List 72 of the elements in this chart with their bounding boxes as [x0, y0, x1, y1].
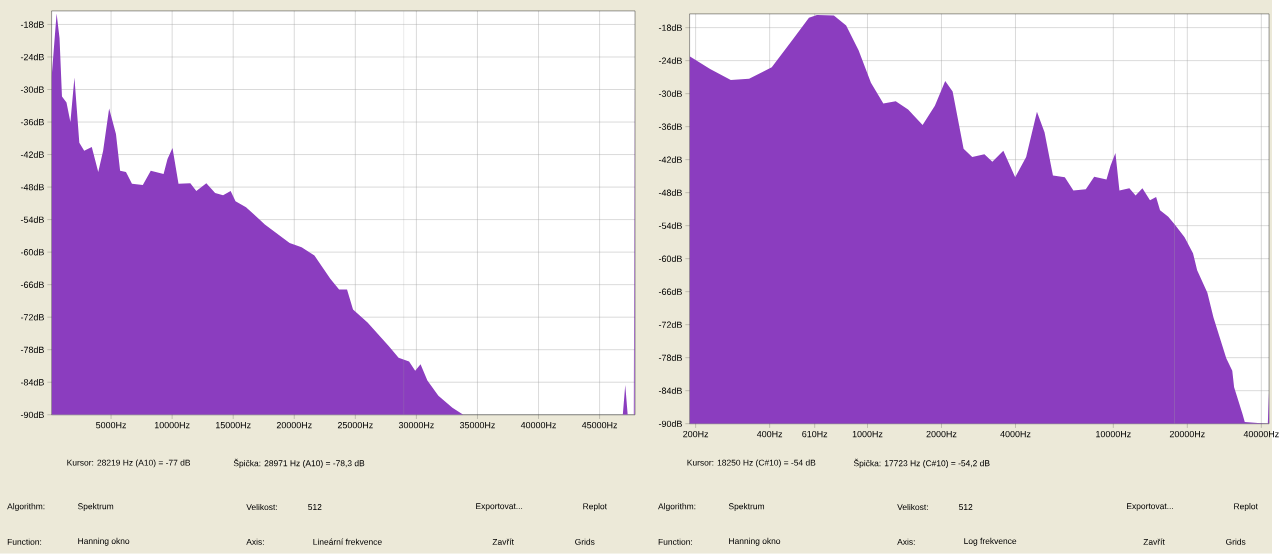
x-tick-label: 4000Hz: [1000, 431, 1031, 438]
text: Function:: [658, 538, 692, 546]
text: Axis:: [897, 538, 915, 546]
x-tick-label: 35000Hz: [459, 422, 495, 429]
text: Exportovat...: [1127, 503, 1173, 511]
y-tick-label: -60dB: [658, 255, 682, 263]
text: Lineární frekvence: [313, 538, 382, 546]
y-tick-label: -84dB: [658, 387, 682, 395]
x-tick-label: 10000Hz: [1096, 431, 1131, 438]
x-tick-label: 610Hz: [802, 431, 828, 438]
text: Replot: [583, 503, 607, 512]
text: Kursor: 18250 Hz (C#10) = -54 dB: [687, 459, 816, 468]
text: Hanning okno: [729, 537, 781, 546]
x-tick-label: 45000Hz: [581, 422, 618, 429]
x-tick-label: 200Hz: [683, 431, 709, 438]
y-tick-label: -66dB: [658, 288, 682, 296]
text: Velikost:: [897, 504, 928, 511]
text: Function:: [7, 538, 42, 546]
x-tick-label: 10000Hz: [154, 422, 190, 429]
x-tick-label: 40000Hz: [520, 422, 556, 429]
text: Zavřít: [1143, 538, 1165, 546]
y-tick-label: -30dB: [20, 86, 44, 93]
text: Axis:: [246, 538, 264, 546]
text: Log frekvence: [964, 537, 1017, 546]
x-tick-label: 5000Hz: [96, 422, 127, 429]
x-tick-label: 30000Hz: [398, 422, 434, 429]
text: Spektrum: [77, 503, 114, 512]
y-tick-label: -18dB: [20, 21, 44, 28]
y-tick-label: -24dB: [658, 57, 682, 65]
y-tick-label: -78dB: [658, 354, 682, 362]
y-tick-label: -72dB: [658, 321, 682, 329]
text: Zavřít: [492, 538, 514, 546]
y-tick-label: -84dB: [20, 379, 44, 386]
x-tick-label: 20000Hz: [276, 422, 312, 429]
x-tick-label: 40000Hz: [1243, 431, 1279, 438]
y-tick-label: -18dB: [658, 24, 682, 32]
y-tick-label: -60dB: [20, 249, 44, 256]
y-tick-label: -42dB: [658, 156, 682, 164]
x-tick-label: 2000Hz: [926, 431, 957, 438]
text: Algorithm:: [7, 503, 45, 512]
text: Špička: 17723 Hz (C#10) = -54,2 dB: [853, 458, 990, 469]
text: Špička: 28971 Hz (A10) = -78,3 dB: [233, 458, 365, 469]
text: Kursor: 28219 Hz (A10) = -77 dB: [67, 459, 191, 468]
x-tick-label: 400Hz: [756, 431, 783, 438]
y-tick-label: -42dB: [20, 151, 44, 159]
y-tick-label: -90dB: [658, 420, 682, 428]
text: Grids: [1226, 538, 1246, 546]
x-tick-label: 25000Hz: [337, 422, 373, 429]
y-tick-label: -54dB: [20, 216, 44, 224]
y-tick-label: -24dB: [20, 53, 44, 61]
text: Replot: [1234, 503, 1258, 512]
text: Spektrum: [728, 503, 765, 512]
text: 512: [308, 504, 322, 511]
text: Exportovat...: [476, 503, 523, 511]
y-tick-label: -66dB: [20, 281, 44, 289]
text: Hanning okno: [78, 537, 130, 546]
x-tick-label: 15000Hz: [216, 422, 251, 429]
x-tick-label: 1000Hz: [852, 431, 883, 438]
y-tick-label: -72dB: [20, 314, 44, 321]
y-tick-label: -48dB: [658, 189, 682, 197]
text: 512: [959, 504, 973, 511]
text: Grids: [575, 538, 595, 546]
y-tick-label: -36dB: [20, 118, 44, 126]
y-tick-label: -54dB: [658, 222, 682, 230]
text: Algorithm:: [658, 503, 696, 512]
y-tick-label: -78dB: [20, 346, 44, 354]
y-tick-label: -30dB: [658, 90, 682, 98]
y-tick-label: -90dB: [20, 411, 44, 419]
y-tick-label: -36dB: [658, 123, 682, 131]
text: Velikost:: [246, 504, 277, 511]
y-tick-label: -48dB: [20, 183, 44, 191]
x-tick-label: 20000Hz: [1169, 431, 1205, 438]
